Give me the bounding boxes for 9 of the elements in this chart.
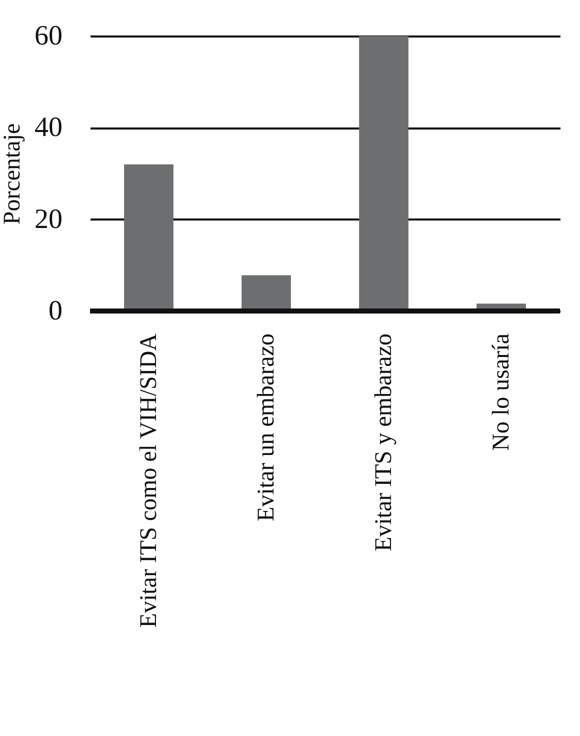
y-tick-label: 20 [34, 204, 62, 235]
x-tick-label: Evitar un embarazo [253, 334, 280, 522]
x-tick-label: Evitar ITS y embarazo [370, 334, 397, 552]
y-tick-label: 60 [34, 20, 62, 52]
x-tick-label: No lo usaría [488, 333, 514, 451]
y-tick-label: 40 [34, 112, 62, 144]
y-axis-title: Porcentaje [0, 123, 26, 225]
y-tick-label: 0 [48, 296, 62, 326]
x-tick-label: Evitar ITS como el VIH/SIDA [136, 332, 162, 628]
